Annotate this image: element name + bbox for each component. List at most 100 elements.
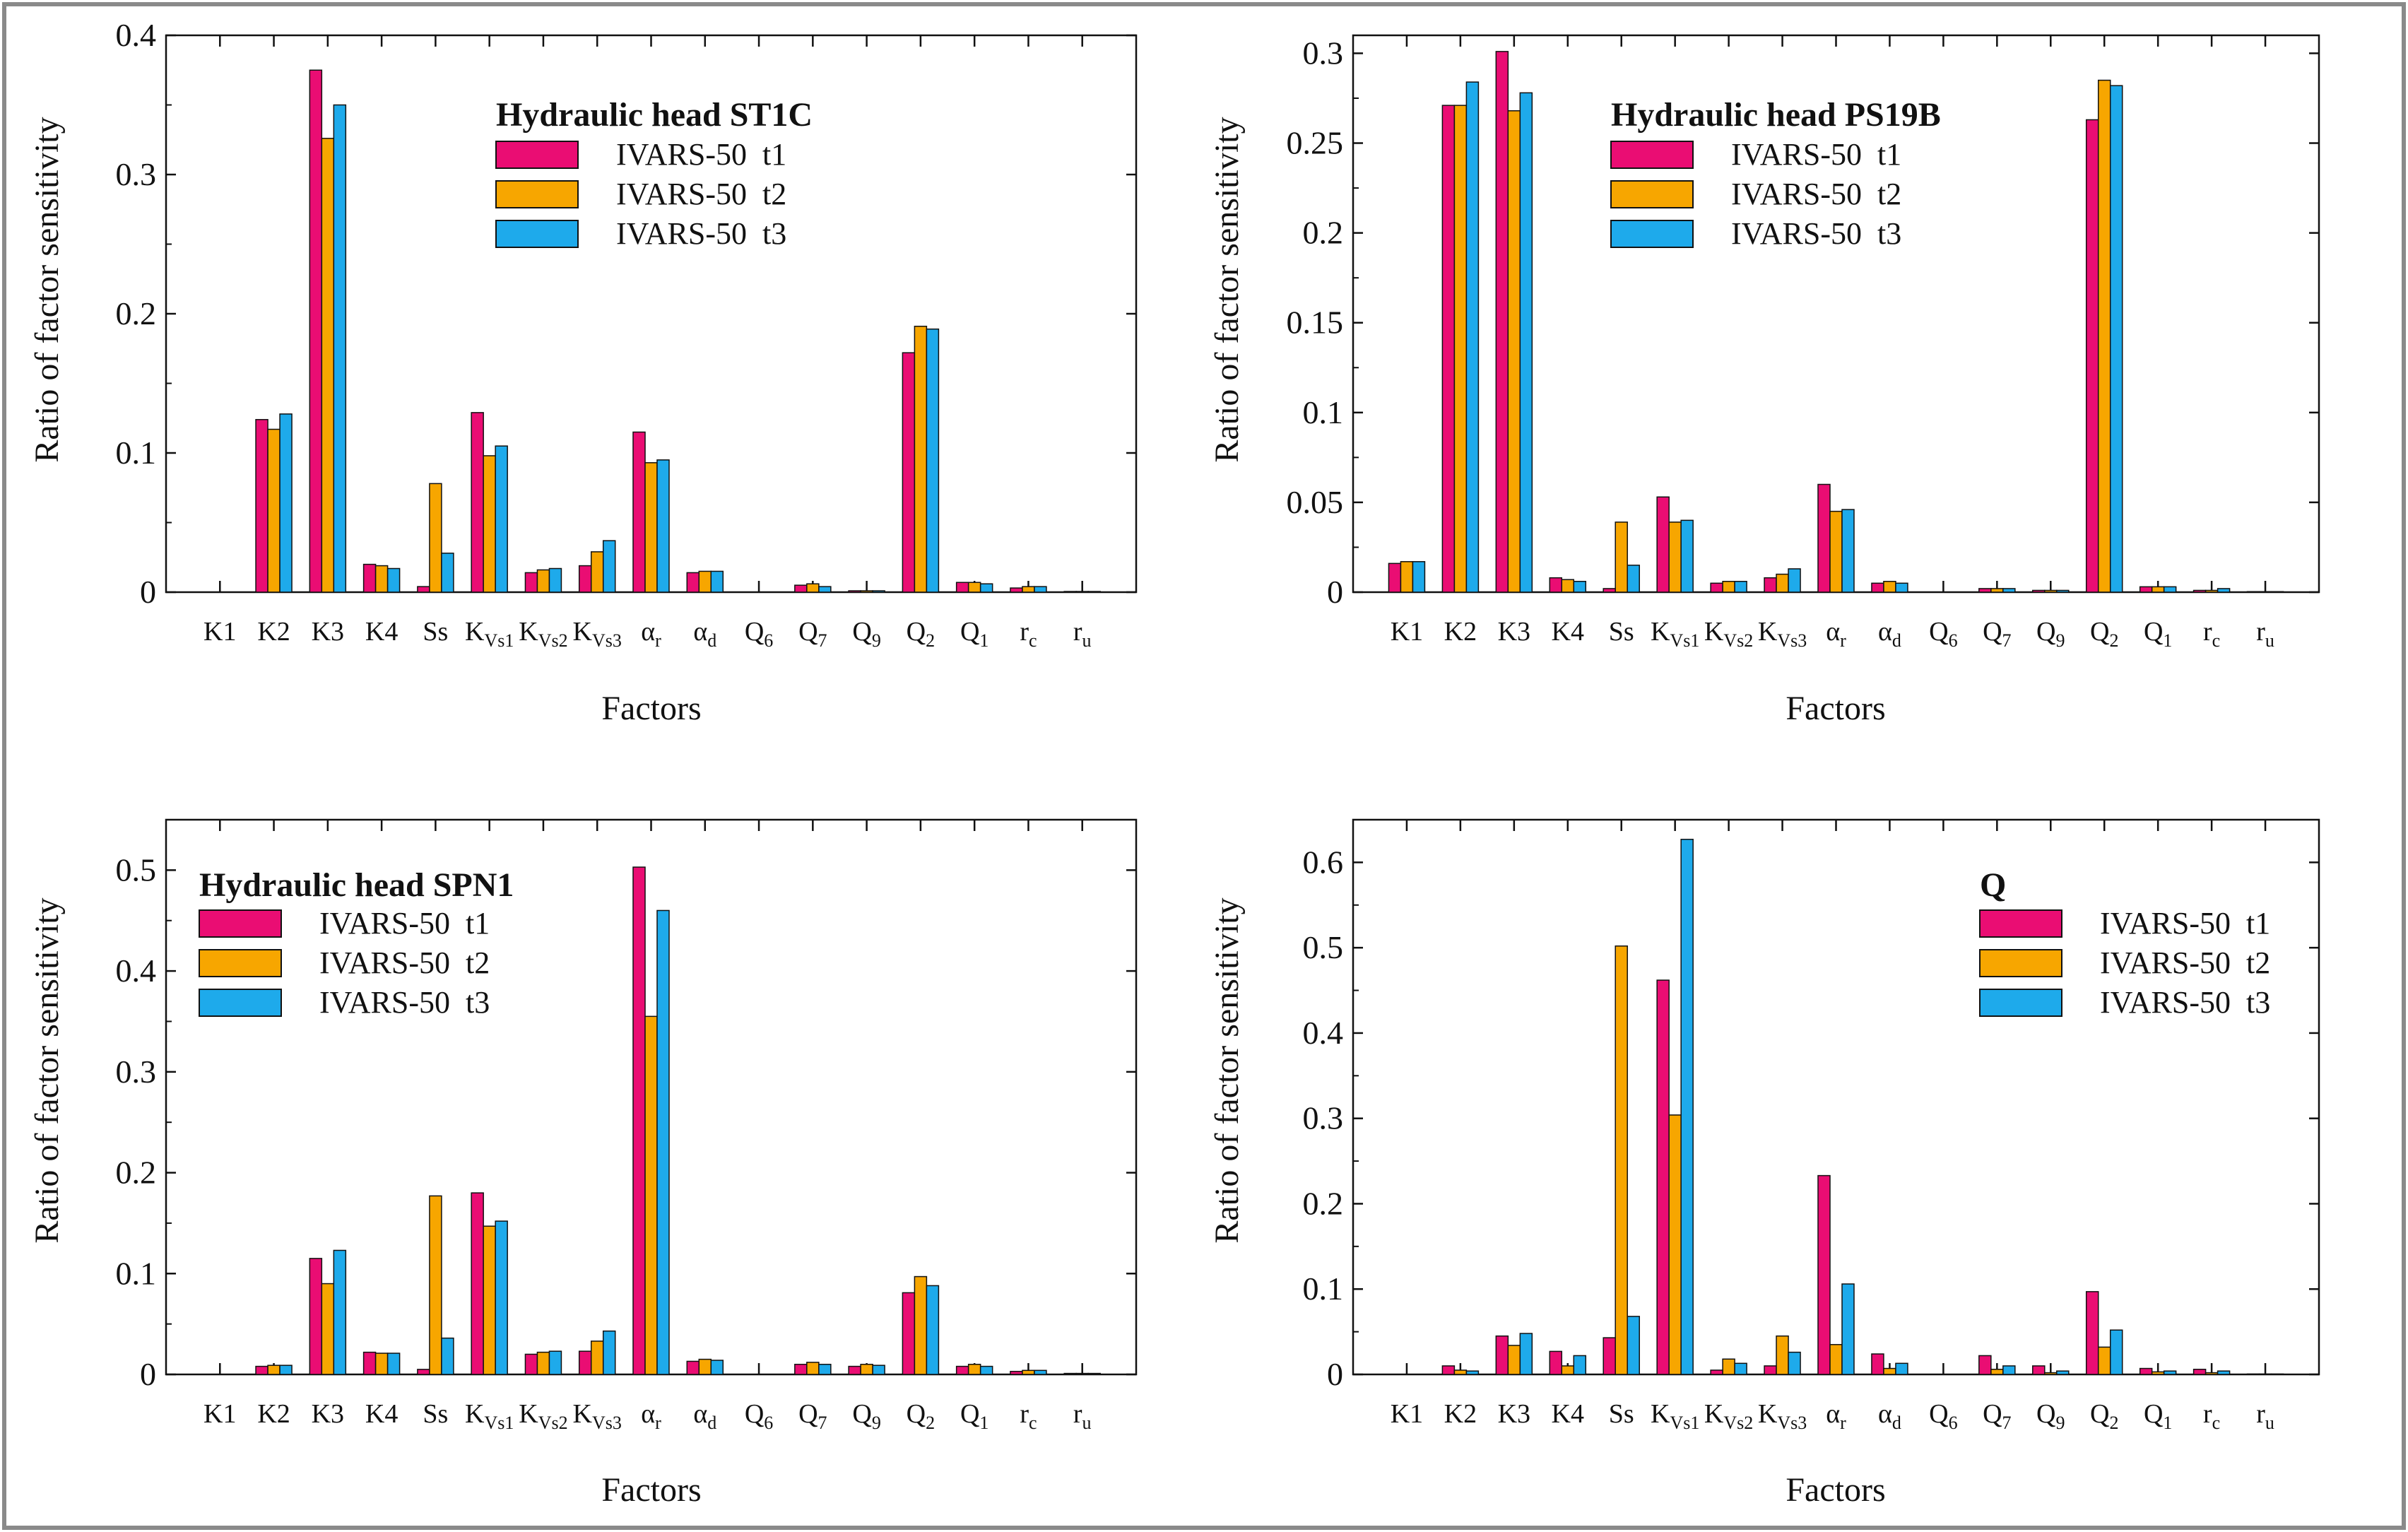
bar-ivars-50-t2-4 xyxy=(1615,945,1628,1375)
bar-ivars-50-t2-8 xyxy=(1829,510,1843,593)
bar-ivars-50-t1-11 xyxy=(794,584,808,593)
bar-ivars-50-t1-12 xyxy=(2032,589,2046,593)
x-tick-label: Q9 xyxy=(2036,1399,2065,1433)
bar-ivars-50-t1-8 xyxy=(632,431,646,593)
legend-label: IVARS-50 t3 xyxy=(319,985,490,1020)
bar-ivars-50-t1-3 xyxy=(362,563,377,593)
bar-ivars-50-t2-3 xyxy=(1561,579,1575,593)
x-tick-label: K2 xyxy=(257,617,290,647)
bar-ivars-50-t2-14 xyxy=(967,582,981,593)
x-tick-label: ru xyxy=(2256,1399,2274,1433)
bar-ivars-50-t1-11 xyxy=(1978,1355,1992,1375)
bar-ivars-50-t1-4 xyxy=(1603,588,1616,593)
bar-ivars-50-t1-7 xyxy=(1764,1365,1777,1375)
bar-ivars-50-t2-13 xyxy=(2097,1346,2111,1375)
bar-ivars-50-t2-12 xyxy=(2044,1372,2058,1375)
bar-ivars-50-t2-2 xyxy=(1507,110,1521,593)
bar-ivars-50-t2-13 xyxy=(914,325,928,593)
bar-ivars-50-t3-1 xyxy=(279,413,293,593)
bar-ivars-50-t1-8 xyxy=(1817,1174,1831,1375)
bar-ivars-50-t2-5 xyxy=(483,1225,496,1375)
x-tick-label: K2 xyxy=(1444,617,1477,647)
bar-ivars-50-t3-2 xyxy=(1519,1333,1533,1375)
x-tick-label: Q2 xyxy=(2090,617,2118,651)
legend-label: IVARS-50 t3 xyxy=(616,216,786,251)
x-tick-label: K2 xyxy=(1444,1399,1477,1429)
x-tick-label: K3 xyxy=(312,617,344,647)
bar-ivars-50-t2-7 xyxy=(590,551,604,593)
bar-ivars-50-t2-4 xyxy=(429,1195,442,1375)
bar-ivars-50-t2-7 xyxy=(590,1340,604,1375)
legend-swatch xyxy=(199,989,282,1017)
y-tick-label: 0.1 xyxy=(1303,1271,1344,1307)
x-tick-label: Q7 xyxy=(798,617,827,651)
x-tick-label: KVs1 xyxy=(1651,1399,1699,1433)
bar-ivars-50-t1-6 xyxy=(1710,582,1723,593)
legend-label: IVARS-50 t3 xyxy=(2100,985,2270,1020)
x-tick-label: K1 xyxy=(203,1399,236,1429)
bar-ivars-50-t1-1 xyxy=(255,418,268,593)
x-tick-label: Q1 xyxy=(2144,1399,2172,1433)
x-tick-label: αd xyxy=(693,617,716,651)
bar-ivars-50-t1-15 xyxy=(1010,587,1023,593)
bar-ivars-50-t3-14 xyxy=(2163,586,2177,593)
x-axis-label: Factors xyxy=(1786,1471,1885,1509)
bar-ivars-50-t1-12 xyxy=(2032,1365,2046,1375)
bar-ivars-50-t2-4 xyxy=(429,483,442,593)
bar-ivars-50-t2-13 xyxy=(914,1275,928,1375)
bar-ivars-50-t1-13 xyxy=(902,1292,916,1375)
bar-ivars-50-t2-12 xyxy=(860,590,873,593)
legend-label: IVARS-50 t1 xyxy=(1731,137,1901,172)
y-tick-label: 0.1 xyxy=(116,1255,157,1291)
bar-ivars-50-t3-9 xyxy=(710,570,724,593)
bar-ivars-50-t3-16 xyxy=(2270,591,2284,593)
x-tick-label: Q1 xyxy=(960,1399,988,1433)
bar-ivars-50-t1-9 xyxy=(686,572,700,593)
x-tick-label: KVs2 xyxy=(1704,617,1753,651)
bar-ivars-50-t1-1 xyxy=(1441,105,1456,593)
bar-ivars-50-t1-2 xyxy=(1495,1335,1509,1375)
legend-swatch xyxy=(1610,180,1694,208)
bar-ivars-50-t1-13 xyxy=(2085,119,2099,593)
chart-panel-q: Ratio of factor sensitivity Factors Q 0 0… xyxy=(1208,818,2320,1509)
x-tick-label: K1 xyxy=(1391,617,1423,647)
x-axis-label: Factors xyxy=(601,690,701,727)
bar-ivars-50-t2-15 xyxy=(2205,589,2219,593)
bar-ivars-50-t1-0 xyxy=(1388,562,1402,593)
x-axis-label: Factors xyxy=(601,1471,701,1509)
legend-swatch xyxy=(1979,909,2062,938)
bar-ivars-50-t1-9 xyxy=(1871,1353,1884,1375)
x-tick-label: K2 xyxy=(257,1399,290,1429)
bar-ivars-50-t3-8 xyxy=(656,459,670,593)
bar-ivars-50-t2-6 xyxy=(1722,580,1735,593)
y-tick-label: 0.2 xyxy=(116,295,157,331)
legend-swatch xyxy=(495,180,579,208)
bar-ivars-50-t1-5 xyxy=(471,412,484,593)
x-tick-label: Q7 xyxy=(798,1399,827,1433)
bar-ivars-50-t1-1 xyxy=(1441,1365,1456,1375)
bar-ivars-50-t3-12 xyxy=(872,1365,885,1375)
bar-ivars-50-t3-7 xyxy=(1788,568,1801,593)
bar-ivars-50-t1-2 xyxy=(309,69,323,593)
bar-ivars-50-t2-15 xyxy=(2205,1372,2219,1375)
bar-ivars-50-t2-4 xyxy=(1615,522,1628,593)
bar-ivars-50-t3-1 xyxy=(1465,1370,1480,1375)
bar-ivars-50-t1-15 xyxy=(2192,589,2207,593)
bar-ivars-50-t3-6 xyxy=(548,567,562,593)
x-tick-label: KVs1 xyxy=(465,617,514,651)
x-tick-label: rc xyxy=(1020,1399,1037,1433)
bar-ivars-50-t2-14 xyxy=(967,1363,981,1375)
legend-swatch xyxy=(495,220,579,248)
bar-ivars-50-t3-4 xyxy=(1627,1316,1640,1375)
bar-ivars-50-t1-14 xyxy=(955,582,969,593)
y-tick-label: 0.3 xyxy=(1303,35,1344,71)
y-tick-label: 0 xyxy=(140,1356,156,1392)
bar-ivars-50-t1-13 xyxy=(2085,1291,2099,1375)
bar-ivars-50-t2-16 xyxy=(1075,591,1089,593)
x-tick-label: K1 xyxy=(203,617,236,647)
bar-ivars-50-t2-6 xyxy=(536,1351,550,1375)
bar-ivars-50-t2-13 xyxy=(2097,79,2111,593)
bar-ivars-50-t2-3 xyxy=(1561,1365,1575,1375)
x-tick-label: αr xyxy=(641,1399,661,1433)
y-tick-label: 0.5 xyxy=(116,852,157,888)
